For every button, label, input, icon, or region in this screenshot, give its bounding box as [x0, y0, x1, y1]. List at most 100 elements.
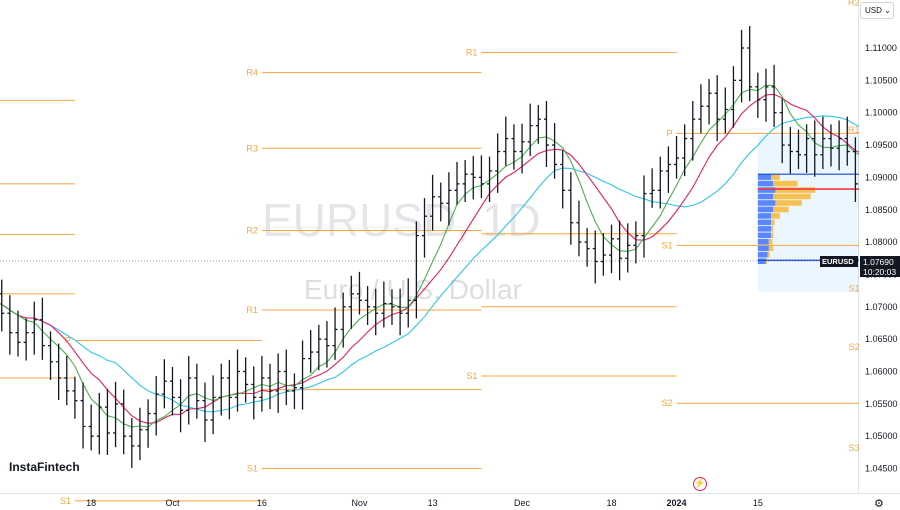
ohlc-bar: [389, 289, 395, 325]
profile-row-up: [765, 258, 768, 265]
profile-row-down: [757, 232, 772, 239]
ohlc-bar: [129, 418, 135, 468]
profile-row-down: [757, 174, 772, 180]
ohlc-bar: [340, 292, 346, 348]
ohlc-bar: [186, 355, 192, 425]
ohlc-bar: [478, 155, 484, 199]
pivot-label: S1: [247, 464, 258, 474]
ohlc-bar: [413, 221, 419, 319]
x-tick-label: Dec: [514, 498, 531, 508]
currency-label: USD: [865, 6, 882, 15]
ohlc-bar: [739, 29, 745, 103]
profile-row-down: [757, 245, 769, 252]
ohlc-bar: [844, 116, 850, 166]
ohlc-bar: [283, 349, 289, 406]
x-tick-label: 15: [753, 498, 763, 508]
profile-row-down: [757, 206, 774, 213]
ohlc-bar: [649, 168, 655, 208]
profile-row-up: [775, 187, 816, 193]
x-tick-label: 13: [428, 498, 438, 508]
lightning-icon[interactable]: ⚡: [693, 477, 707, 491]
ohlc-bar: [828, 124, 834, 167]
ohlc-bar: [80, 382, 86, 449]
ohlc-bar: [592, 230, 598, 284]
ohlc-bar: [291, 373, 297, 410]
y-tick-label: 1.10000: [865, 108, 898, 118]
y-tick-label: 1.09000: [865, 172, 898, 182]
ohlc-bar: [202, 382, 208, 443]
ohlc-bar: [397, 288, 403, 336]
ohlc-bar: [763, 68, 769, 122]
currency-selector[interactable]: USD ⌄: [860, 2, 894, 19]
ohlc-bar: [308, 330, 314, 373]
ohlc-bar: [356, 271, 362, 315]
ohlc-bar: [348, 275, 354, 329]
ohlc-bar: [64, 355, 70, 406]
ohlc-bar: [804, 124, 810, 173]
gear-icon[interactable]: ⚙: [874, 498, 884, 510]
pivot-label: R1: [246, 305, 258, 315]
last-price-label: 1.07690: [860, 256, 900, 267]
y-tick-label: 1.06000: [865, 367, 898, 377]
ohlc-bar: [259, 355, 265, 412]
y-tick-label: 1.09500: [865, 140, 898, 150]
ohlc-bar: [39, 297, 45, 360]
ohlc-bar: [145, 399, 151, 448]
ohlc-bar: [657, 156, 663, 209]
ohlc-bar: [665, 146, 671, 193]
ohlc-bar: [698, 84, 704, 134]
ohlc-bar: [633, 221, 639, 264]
ohlc-bar: [121, 389, 127, 455]
y-tick-label: 1.05000: [865, 431, 898, 441]
ohlc-bar: [251, 366, 257, 420]
ohlc-bar: [730, 66, 736, 128]
ohlc-bar: [470, 156, 476, 200]
y-tick-label: 1.11000: [865, 43, 897, 53]
ohlc-bar: [23, 318, 29, 361]
ohlc-bar: [243, 357, 249, 403]
price-axis: 1.11000 1.10500 1.10000 1.09500 1.09000 1.085…: [859, 0, 900, 493]
x-tick-label: Nov: [351, 498, 368, 508]
ohlc-bar: [48, 331, 54, 380]
ohlc-bar: [438, 182, 444, 222]
pivot-label: R3: [246, 143, 258, 153]
ohlc-bar: [300, 340, 306, 410]
ohlc-bar: [267, 363, 273, 410]
ohlc-bar: [72, 376, 78, 419]
ohlc-bar: [576, 200, 582, 257]
profile-row-up: [771, 232, 774, 239]
ohlc-bar: [226, 359, 232, 420]
ohlc-bar: [820, 116, 826, 169]
pivot-label: R1: [848, 125, 860, 135]
profile-row-down: [757, 251, 768, 258]
ohlc-bar: [795, 129, 801, 169]
profile-row-up: [771, 219, 775, 226]
ohlc-bar: [495, 133, 501, 193]
profile-row-down: [757, 200, 776, 206]
profile-row-up: [775, 200, 802, 206]
ohlc-bar: [503, 116, 509, 166]
ohlc-bar: [617, 220, 623, 281]
sma-fast-line: [0, 84, 900, 428]
pivot-label: S1: [662, 240, 673, 250]
ohlc-bar: [430, 174, 436, 231]
profile-row-up: [773, 206, 789, 213]
profile-row-down: [757, 219, 772, 226]
ohlc-bar: [568, 172, 574, 245]
ohlc-bar: [422, 198, 427, 258]
ohlc-bar: [218, 363, 224, 416]
x-tick-label: 18: [86, 498, 96, 508]
ohlc-bar: [446, 172, 452, 226]
ohlc-bar: [674, 135, 680, 179]
profile-row-up: [767, 251, 770, 258]
brand-logo: InstaFintech: [2, 455, 80, 479]
y-tick-label: 1.04500: [865, 464, 898, 474]
ohlc-bar: [779, 98, 785, 164]
ohlc-bar: [96, 392, 102, 455]
pivot-label: R2: [848, 0, 860, 8]
profile-row-down: [757, 258, 766, 265]
profile-row-up: [773, 180, 798, 187]
countdown-label: 10:20:03: [860, 266, 900, 277]
ohlc-bar: [511, 124, 517, 170]
